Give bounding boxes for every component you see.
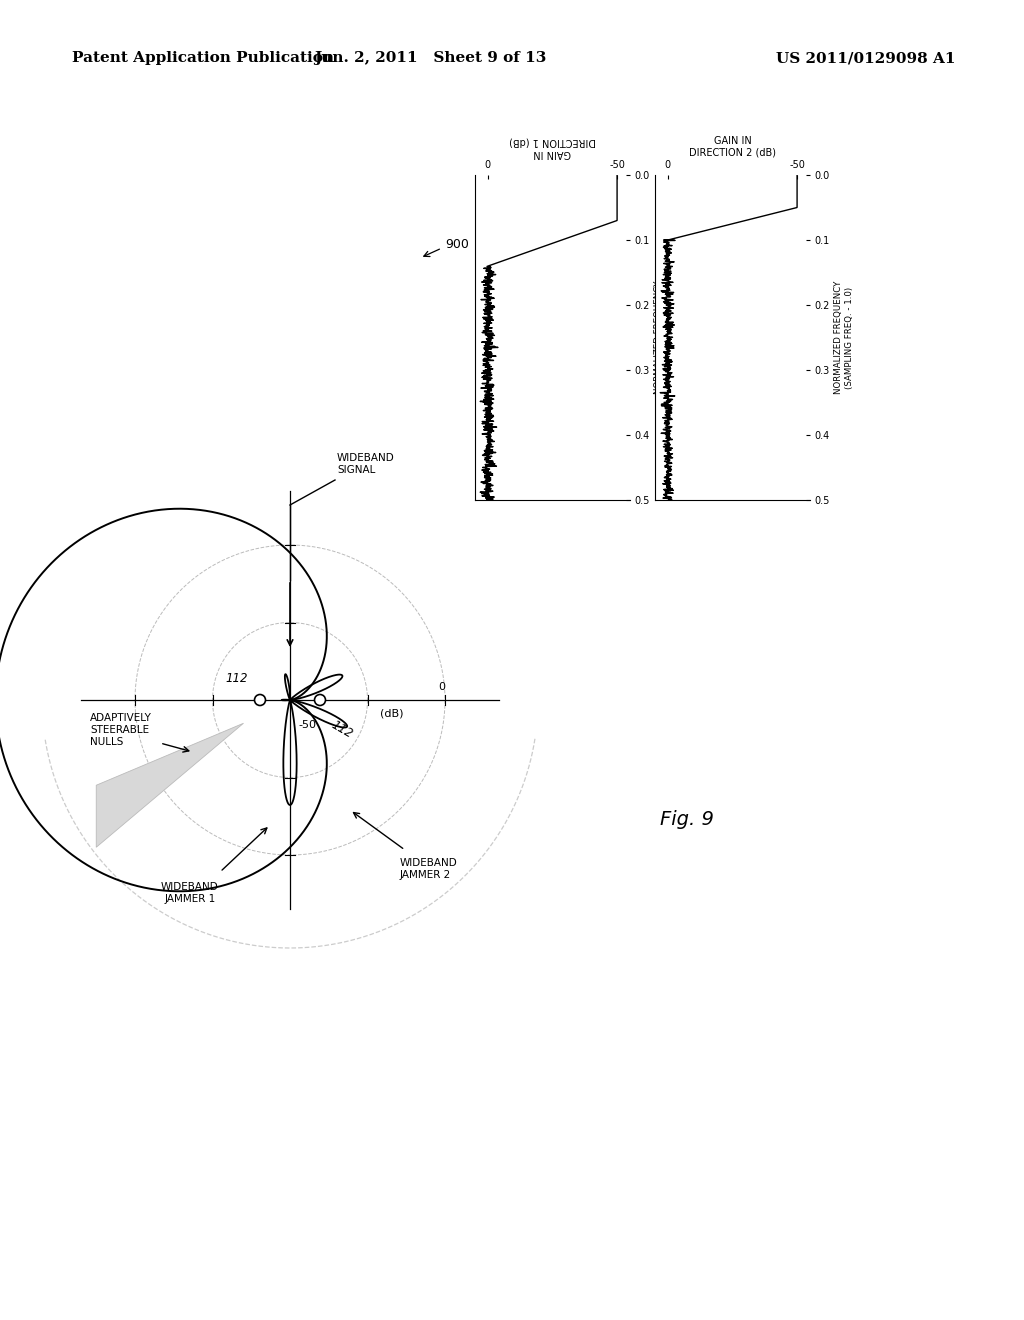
Text: -50: -50 [298, 719, 316, 730]
Text: 900: 900 [445, 239, 469, 252]
Text: WIDEBAND
JAMMER 1: WIDEBAND JAMMER 1 [161, 882, 219, 904]
Text: ADAPTIVELY
STEERABLE
NULLS: ADAPTIVELY STEERABLE NULLS [90, 713, 152, 747]
Text: 0: 0 [438, 682, 445, 692]
Text: Jun. 2, 2011   Sheet 9 of 13: Jun. 2, 2011 Sheet 9 of 13 [313, 51, 546, 65]
Text: (dB): (dB) [380, 708, 403, 718]
Text: 112: 112 [225, 672, 248, 685]
X-axis label: GAIN IN
DIRECTION 2 (dB): GAIN IN DIRECTION 2 (dB) [689, 136, 776, 158]
Text: US 2011/0129098 A1: US 2011/0129098 A1 [775, 51, 955, 65]
Text: 112: 112 [329, 719, 355, 742]
Circle shape [255, 694, 265, 705]
Text: WIDEBAND
SIGNAL: WIDEBAND SIGNAL [337, 453, 394, 475]
Text: Patent Application Publication: Patent Application Publication [72, 51, 334, 65]
Text: Fig. 9: Fig. 9 [660, 810, 714, 829]
X-axis label: GAIN IN
DIRECTION 1 (dB): GAIN IN DIRECTION 1 (dB) [509, 136, 596, 158]
Polygon shape [96, 723, 244, 847]
Y-axis label: NORMALIZED FREQUENCY
(SAMPLING FREQ. - 1.0): NORMALIZED FREQUENCY (SAMPLING FREQ. - 1… [835, 281, 854, 395]
Y-axis label: NORMALIZED FREQUENCY
(SAMPLING FREQ. - 1.0): NORMALIZED FREQUENCY (SAMPLING FREQ. - 1… [654, 281, 674, 395]
Circle shape [314, 694, 326, 705]
Text: WIDEBAND
JAMMER 2: WIDEBAND JAMMER 2 [400, 858, 458, 879]
